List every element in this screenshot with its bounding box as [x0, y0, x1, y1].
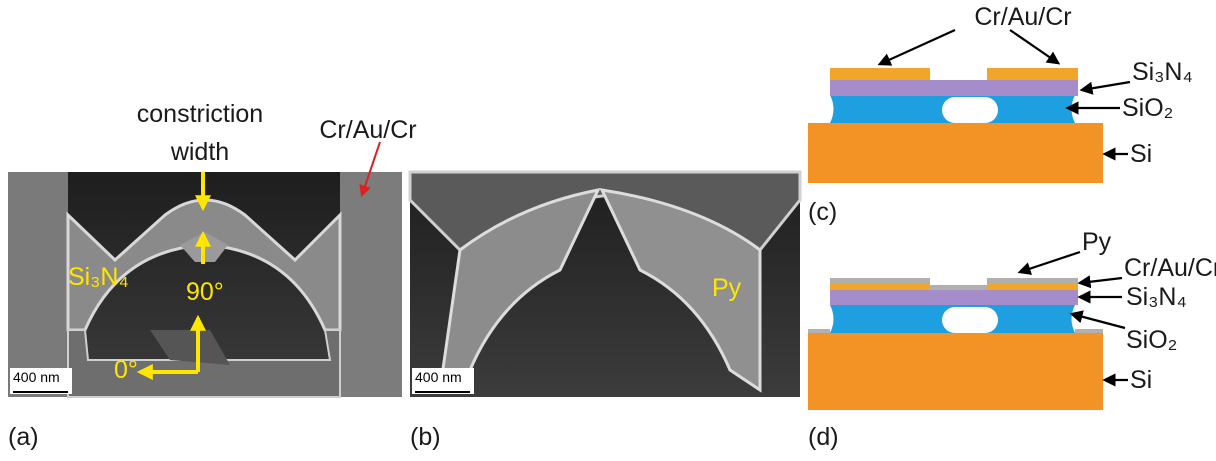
- sem-image-b: [410, 172, 800, 397]
- annotation: SiO₂: [1122, 94, 1173, 122]
- layer-stack-c: [808, 68, 1103, 183]
- panel-label: (d): [808, 423, 839, 451]
- annotation: Cr/Au/Cr: [974, 3, 1071, 31]
- annotation: Si₃N₄: [1132, 58, 1193, 86]
- arrow: [880, 30, 955, 64]
- body: 400 nm constriction width Cr/Au/Cr Si₃N₄…: [0, 0, 1216, 461]
- scale-bar-label: 400 nm: [13, 369, 60, 385]
- annotation: 90°: [186, 278, 224, 306]
- annotation: Si₃N₄: [1126, 283, 1187, 311]
- annotation: Py: [712, 274, 742, 302]
- annotation: Si₃N₄: [68, 263, 129, 291]
- annotation: SiO₂: [1126, 326, 1177, 354]
- annotation: Cr/Au/Cr: [319, 116, 416, 144]
- annotation: 0°: [114, 356, 138, 384]
- annotation: Cr/Au/Cr: [1124, 254, 1216, 282]
- figure: 400 nm constriction width Cr/Au/Cr Si₃N₄…: [0, 0, 1216, 461]
- arrow: [1010, 30, 1058, 63]
- annotation: width: [170, 138, 229, 166]
- annotation: Py: [1082, 228, 1112, 256]
- arrow: [1020, 252, 1080, 272]
- annotation: Si: [1130, 140, 1152, 168]
- scale-bar-label: 400 nm: [415, 369, 462, 385]
- panel-label: (c): [808, 198, 837, 226]
- annotation: constriction: [137, 100, 263, 128]
- panel-label: (a): [8, 423, 39, 451]
- arrow: [1080, 278, 1122, 283]
- layer-stack-d: [808, 278, 1103, 410]
- page: Figure {"panel_a": {"label": "(a)", "sca…: [0, 0, 1216, 461]
- panel-label: (b): [410, 423, 441, 451]
- arrow: [1072, 314, 1125, 328]
- arrow: [1082, 82, 1130, 90]
- annotation: Si: [1130, 366, 1152, 394]
